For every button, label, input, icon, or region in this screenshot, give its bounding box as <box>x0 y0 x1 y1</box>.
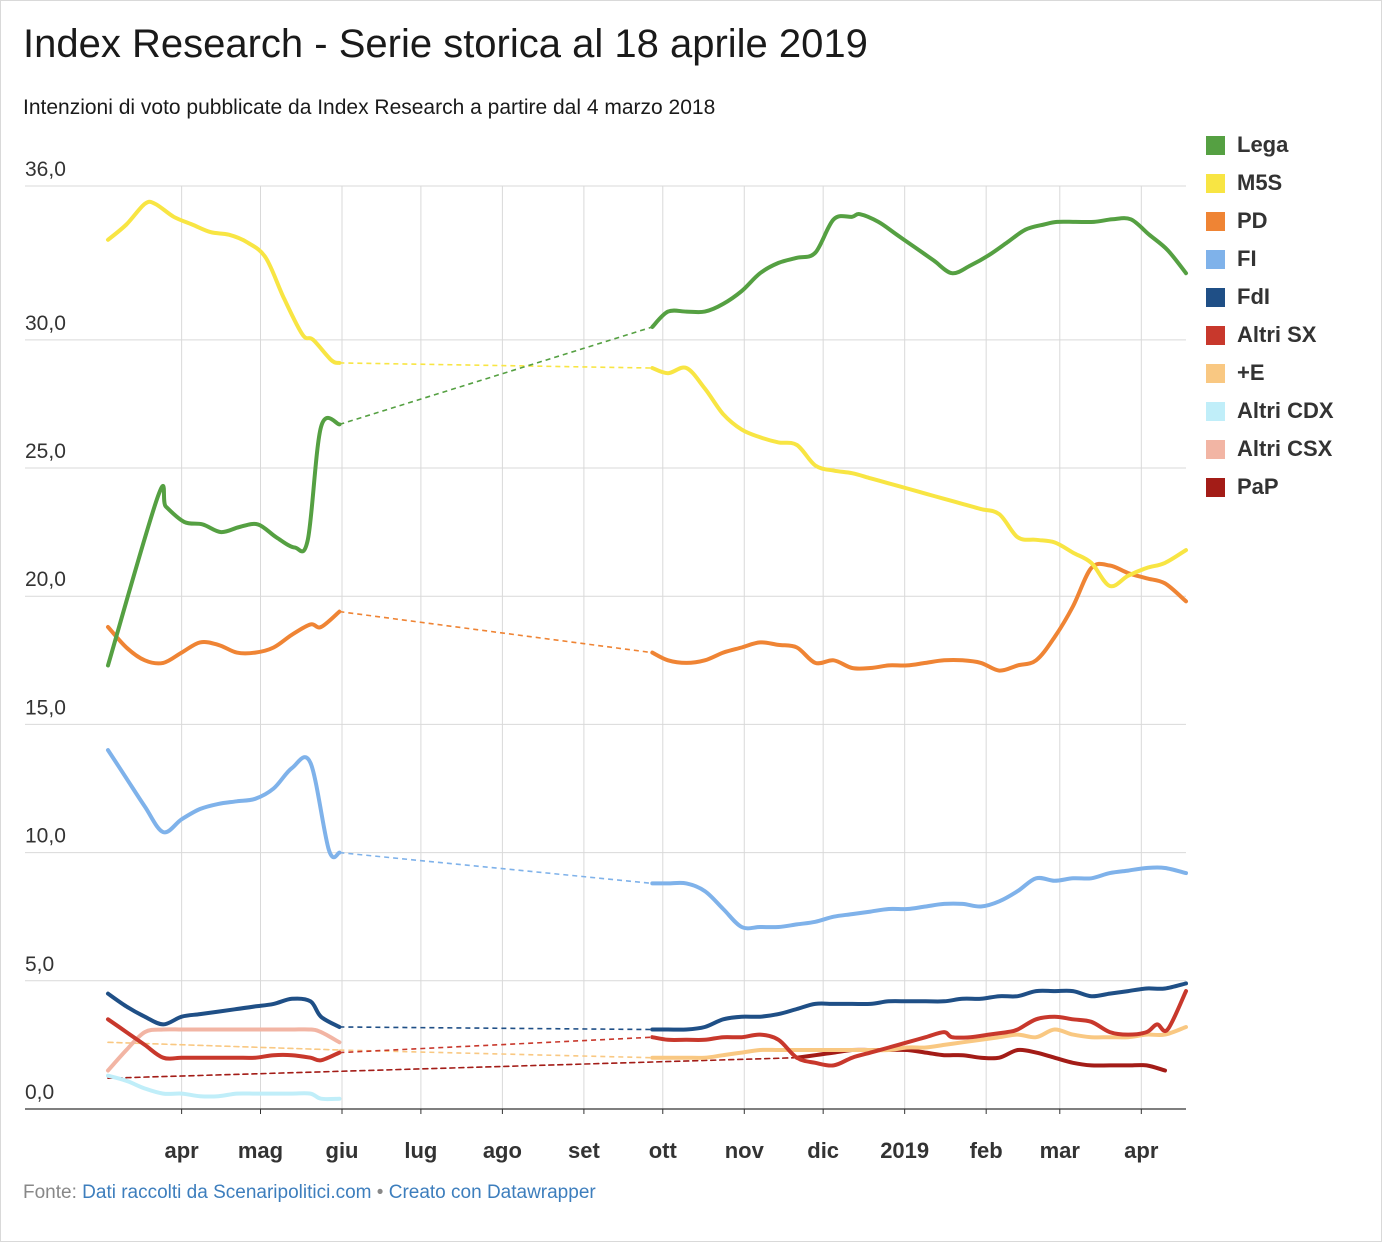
gap-line-m5s <box>339 362 653 369</box>
legend: Lega M5S PD FI FdI Altri SX +E Altri CDX Altri C… <box>1206 126 1334 506</box>
legend-label: +E <box>1237 360 1265 385</box>
legend-item-pap: PaP <box>1206 468 1334 506</box>
legend-label: PD <box>1237 208 1268 233</box>
credit-link[interactable]: Creato con Datawrapper <box>388 1182 596 1203</box>
series-line-pap <box>107 1056 798 1079</box>
y-tick-label: 36,0 <box>25 158 66 181</box>
series-line-piu-e <box>650 1025 1188 1060</box>
x-tick-label: giu <box>326 1138 359 1163</box>
series-line-pd <box>106 609 342 666</box>
x-tick-label: feb <box>970 1138 1003 1163</box>
chart-title: Index Research - Serie storica al 18 apr… <box>23 22 868 66</box>
axis-layer: 0,0 5,0 10,0 15,0 20,0 25,0 30,0 36,0 apr mag giu l… <box>25 158 1186 1163</box>
legend-label: Altri CSX <box>1237 436 1333 461</box>
series-line-fdi <box>650 981 1188 1032</box>
legend-item-altri-sx: Altri SX <box>1206 316 1334 354</box>
gap-line-pd <box>339 610 653 654</box>
series-line-pap <box>794 1047 1167 1073</box>
gap-line-piu-e <box>339 1049 653 1059</box>
footer-separator: • <box>376 1182 384 1203</box>
gap-line-fi <box>339 851 653 885</box>
legend-label: M5S <box>1237 170 1283 195</box>
legend-swatch <box>1206 363 1225 383</box>
legend-item-fi: FI <box>1206 240 1334 278</box>
x-tick-label: lug <box>404 1138 437 1163</box>
series-line-fi <box>106 748 342 860</box>
legend-swatch <box>1206 211 1225 231</box>
legend-swatch <box>1206 135 1225 155</box>
y-tick-label: 15,0 <box>25 696 66 719</box>
x-tick-label: apr <box>1124 1138 1159 1163</box>
legend-label: Altri SX <box>1237 322 1317 347</box>
legend-swatch <box>1206 325 1225 345</box>
legend-item-pd: PD <box>1206 202 1334 240</box>
x-tick-label: mag <box>238 1138 283 1163</box>
series-line-m5s <box>650 365 1188 589</box>
legend-swatch <box>1206 477 1225 497</box>
legend-item-fdi: FdI <box>1206 278 1334 316</box>
footer: Fonte: Dati raccolti da Scenaripolitici.… <box>23 1182 596 1204</box>
series-line-altri-cdx <box>106 1073 342 1102</box>
source-link[interactable]: Dati raccolti da Scenaripolitici.com <box>82 1182 372 1203</box>
legend-label: Lega <box>1237 132 1289 157</box>
legend-swatch <box>1206 439 1225 459</box>
x-tick-label: set <box>568 1138 600 1163</box>
y-tick-label: 0,0 <box>25 1081 54 1104</box>
series-line-altri-sx <box>650 989 1188 1068</box>
gap-lines <box>107 326 798 1079</box>
x-tick-label: dic <box>807 1138 839 1163</box>
gap-line-fdi <box>339 1026 653 1031</box>
series-line-piu-e <box>107 1041 341 1051</box>
y-tick-label: 30,0 <box>25 312 66 335</box>
legend-swatch <box>1206 173 1225 193</box>
y-tick-label: 5,0 <box>25 953 54 976</box>
series-line-fi <box>650 865 1188 931</box>
series-line-lega <box>106 415 342 668</box>
legend-label: PaP <box>1237 474 1279 499</box>
legend-swatch <box>1206 249 1225 269</box>
gap-line-altri-sx <box>339 1036 653 1054</box>
series-line-lega <box>650 212 1188 329</box>
x-tick-label: mar <box>1040 1138 1081 1163</box>
x-tick-label: 2019 <box>880 1138 929 1163</box>
series-lines <box>106 199 1188 1102</box>
legend-label: FdI <box>1237 284 1270 309</box>
y-tick-label: 25,0 <box>25 440 66 463</box>
gap-line-lega <box>339 326 653 426</box>
series-line-fdi <box>106 991 342 1029</box>
chart-subtitle: Intenzioni di voto pubblicate da Index R… <box>23 96 716 119</box>
y-tick-label: 20,0 <box>25 568 66 591</box>
series-line-m5s <box>106 199 342 365</box>
legend-item-m5s: M5S <box>1206 164 1334 202</box>
legend-swatch <box>1206 401 1225 421</box>
legend-item-lega: Lega <box>1206 126 1334 164</box>
legend-item-altri-csx: Altri CSX <box>1206 430 1334 468</box>
x-tick-label: apr <box>164 1138 199 1163</box>
legend-swatch <box>1206 287 1225 307</box>
x-tick-label: ott <box>649 1138 678 1163</box>
series-line-altri-sx <box>106 1017 342 1063</box>
x-tick-label: ago <box>483 1138 522 1163</box>
legend-label: FI <box>1237 246 1257 271</box>
x-tick-label: nov <box>725 1138 765 1163</box>
grid-layer <box>25 185 1186 1109</box>
legend-item-piu-e: +E <box>1206 354 1334 392</box>
source-label: Fonte: <box>23 1182 77 1203</box>
legend-label: Altri CDX <box>1237 398 1334 423</box>
y-tick-label: 10,0 <box>25 825 66 848</box>
series-line-altri-csx <box>106 1027 342 1073</box>
legend-item-altri-cdx: Altri CDX <box>1206 392 1334 430</box>
